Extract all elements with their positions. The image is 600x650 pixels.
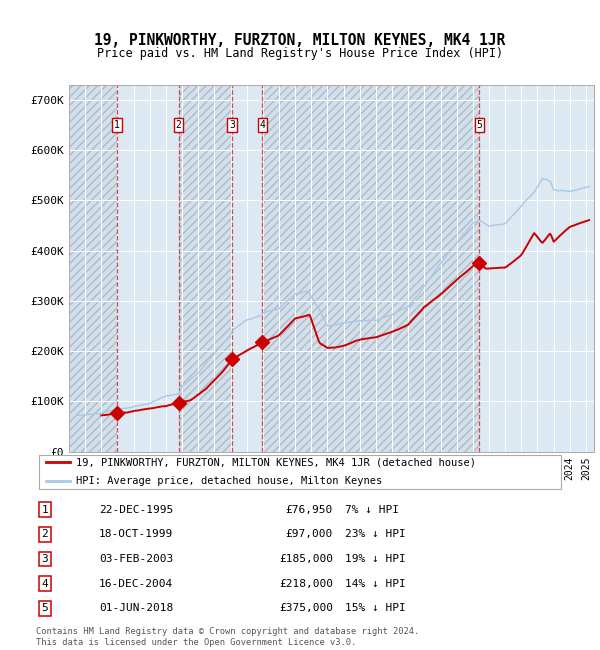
Bar (69, 84, 117, 452)
Text: 4: 4 (259, 120, 265, 130)
Text: 16-DEC-2004: 16-DEC-2004 (99, 578, 173, 589)
Text: 5: 5 (41, 603, 49, 614)
Text: 3: 3 (41, 554, 49, 564)
Text: 23% ↓ HPI: 23% ↓ HPI (345, 529, 406, 539)
Text: 1: 1 (41, 504, 49, 515)
Text: 1: 1 (114, 120, 120, 130)
Bar (262, 84, 479, 452)
Bar (69, 84, 117, 452)
Text: 2: 2 (41, 529, 49, 539)
Text: £185,000: £185,000 (279, 554, 333, 564)
Bar (262, 84, 479, 452)
Text: £375,000: £375,000 (279, 603, 333, 614)
Bar (179, 84, 232, 452)
Text: 19% ↓ HPI: 19% ↓ HPI (345, 554, 406, 564)
Text: £76,950: £76,950 (286, 504, 333, 515)
Bar (479, 84, 594, 452)
FancyBboxPatch shape (38, 454, 562, 489)
Text: 03-FEB-2003: 03-FEB-2003 (99, 554, 173, 564)
Text: HPI: Average price, detached house, Milton Keynes: HPI: Average price, detached house, Milt… (76, 476, 382, 486)
Text: 22-DEC-1995: 22-DEC-1995 (99, 504, 173, 515)
Text: 18-OCT-1999: 18-OCT-1999 (99, 529, 173, 539)
Bar (179, 84, 232, 452)
Text: Contains HM Land Registry data © Crown copyright and database right 2024.
This d: Contains HM Land Registry data © Crown c… (36, 627, 419, 647)
Text: 5: 5 (476, 120, 482, 130)
Text: 19, PINKWORTHY, FURZTON, MILTON KEYNES, MK4 1JR: 19, PINKWORTHY, FURZTON, MILTON KEYNES, … (94, 32, 506, 48)
Text: 01-JUN-2018: 01-JUN-2018 (99, 603, 173, 614)
Text: 3: 3 (229, 120, 235, 130)
Text: 14% ↓ HPI: 14% ↓ HPI (345, 578, 406, 589)
Text: 2: 2 (176, 120, 182, 130)
Text: £218,000: £218,000 (279, 578, 333, 589)
Bar (117, 84, 179, 452)
Text: 19, PINKWORTHY, FURZTON, MILTON KEYNES, MK4 1JR (detached house): 19, PINKWORTHY, FURZTON, MILTON KEYNES, … (76, 458, 476, 467)
Text: 15% ↓ HPI: 15% ↓ HPI (345, 603, 406, 614)
Text: 7% ↓ HPI: 7% ↓ HPI (345, 504, 399, 515)
Text: £97,000: £97,000 (286, 529, 333, 539)
Text: Price paid vs. HM Land Registry's House Price Index (HPI): Price paid vs. HM Land Registry's House … (97, 47, 503, 60)
Bar (232, 84, 262, 452)
Text: 4: 4 (41, 578, 49, 589)
